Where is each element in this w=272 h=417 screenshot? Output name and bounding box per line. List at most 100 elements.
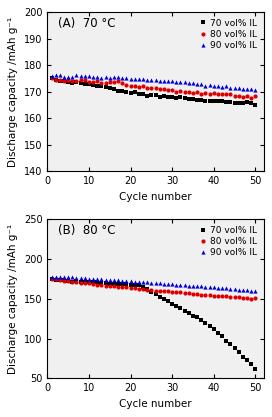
90 vol% IL bbox=[179, 283, 182, 288]
90 vol% IL bbox=[249, 288, 253, 293]
70 vol% IL bbox=[146, 287, 149, 292]
90 vol% IL bbox=[212, 83, 215, 88]
80 vol% IL bbox=[141, 83, 145, 88]
90 vol% IL bbox=[75, 73, 78, 78]
70 vol% IL bbox=[50, 276, 53, 281]
70 vol% IL bbox=[137, 91, 141, 96]
80 vol% IL bbox=[79, 280, 82, 285]
80 vol% IL bbox=[216, 294, 220, 299]
90 vol% IL bbox=[220, 286, 224, 291]
70 vol% IL bbox=[171, 95, 174, 100]
90 vol% IL bbox=[146, 280, 149, 285]
80 vol% IL bbox=[96, 79, 99, 84]
80 vol% IL bbox=[50, 76, 53, 81]
90 vol% IL bbox=[129, 279, 132, 284]
70 vol% IL bbox=[75, 80, 78, 85]
70 vol% IL bbox=[133, 90, 136, 95]
80 vol% IL bbox=[225, 92, 228, 97]
80 vol% IL bbox=[87, 281, 91, 286]
Y-axis label: Discharge capacity /mAh g⁻¹: Discharge capacity /mAh g⁻¹ bbox=[8, 17, 18, 167]
70 vol% IL bbox=[233, 346, 236, 351]
90 vol% IL bbox=[146, 78, 149, 83]
90 vol% IL bbox=[50, 74, 53, 79]
90 vol% IL bbox=[245, 288, 249, 293]
80 vol% IL bbox=[129, 83, 132, 88]
Y-axis label: Discharge capacity /mAh g⁻¹: Discharge capacity /mAh g⁻¹ bbox=[8, 224, 18, 374]
90 vol% IL bbox=[62, 274, 66, 279]
70 vol% IL bbox=[220, 334, 224, 339]
80 vol% IL bbox=[162, 289, 165, 294]
Line: 90 vol% IL: 90 vol% IL bbox=[50, 274, 257, 293]
70 vol% IL bbox=[112, 281, 116, 286]
80 vol% IL bbox=[129, 286, 132, 291]
90 vol% IL bbox=[245, 86, 249, 91]
70 vol% IL bbox=[91, 280, 95, 285]
80 vol% IL bbox=[71, 279, 74, 284]
90 vol% IL bbox=[83, 276, 86, 281]
90 vol% IL bbox=[200, 82, 203, 87]
80 vol% IL bbox=[212, 90, 215, 95]
90 vol% IL bbox=[150, 78, 153, 83]
70 vol% IL bbox=[129, 91, 132, 96]
70 vol% IL bbox=[245, 358, 249, 363]
80 vol% IL bbox=[249, 95, 253, 100]
80 vol% IL bbox=[200, 292, 203, 297]
80 vol% IL bbox=[104, 80, 107, 85]
80 vol% IL bbox=[100, 282, 103, 287]
90 vol% IL bbox=[175, 79, 178, 84]
70 vol% IL bbox=[204, 320, 207, 325]
90 vol% IL bbox=[120, 278, 124, 283]
90 vol% IL bbox=[191, 80, 194, 85]
90 vol% IL bbox=[62, 74, 66, 79]
90 vol% IL bbox=[158, 78, 161, 83]
90 vol% IL bbox=[254, 87, 257, 92]
90 vol% IL bbox=[179, 79, 182, 84]
70 vol% IL bbox=[50, 75, 53, 80]
80 vol% IL bbox=[216, 91, 220, 96]
90 vol% IL bbox=[158, 281, 161, 286]
70 vol% IL bbox=[191, 96, 194, 101]
90 vol% IL bbox=[237, 287, 240, 292]
90 vol% IL bbox=[79, 275, 82, 280]
90 vol% IL bbox=[216, 285, 220, 290]
80 vol% IL bbox=[83, 78, 86, 83]
70 vol% IL bbox=[108, 85, 112, 90]
70 vol% IL bbox=[67, 279, 70, 284]
90 vol% IL bbox=[154, 77, 157, 82]
70 vol% IL bbox=[129, 282, 132, 287]
70 vol% IL bbox=[204, 99, 207, 104]
Legend: 70 vol% IL, 80 vol% IL, 90 vol% IL: 70 vol% IL, 80 vol% IL, 90 vol% IL bbox=[197, 224, 259, 259]
90 vol% IL bbox=[212, 285, 215, 290]
90 vol% IL bbox=[204, 84, 207, 89]
90 vol% IL bbox=[91, 75, 95, 80]
90 vol% IL bbox=[79, 74, 82, 79]
80 vol% IL bbox=[54, 277, 57, 282]
90 vol% IL bbox=[100, 75, 103, 80]
90 vol% IL bbox=[125, 279, 128, 284]
80 vol% IL bbox=[158, 288, 161, 293]
80 vol% IL bbox=[116, 284, 120, 289]
80 vol% IL bbox=[208, 92, 211, 97]
70 vol% IL bbox=[141, 285, 145, 290]
70 vol% IL bbox=[196, 315, 199, 320]
70 vol% IL bbox=[120, 281, 124, 286]
80 vol% IL bbox=[200, 92, 203, 97]
70 vol% IL bbox=[62, 278, 66, 283]
70 vol% IL bbox=[220, 99, 224, 104]
80 vol% IL bbox=[112, 80, 116, 85]
80 vol% IL bbox=[187, 291, 190, 296]
70 vol% IL bbox=[154, 93, 157, 98]
Line: 80 vol% IL: 80 vol% IL bbox=[50, 277, 257, 301]
70 vol% IL bbox=[125, 281, 128, 286]
90 vol% IL bbox=[141, 77, 145, 82]
70 vol% IL bbox=[200, 318, 203, 323]
70 vol% IL bbox=[241, 100, 245, 106]
90 vol% IL bbox=[108, 75, 112, 80]
70 vol% IL bbox=[125, 90, 128, 95]
80 vol% IL bbox=[249, 296, 253, 301]
80 vol% IL bbox=[137, 84, 141, 89]
80 vol% IL bbox=[141, 287, 145, 292]
80 vol% IL bbox=[75, 78, 78, 83]
70 vol% IL bbox=[212, 98, 215, 103]
90 vol% IL bbox=[241, 86, 245, 91]
